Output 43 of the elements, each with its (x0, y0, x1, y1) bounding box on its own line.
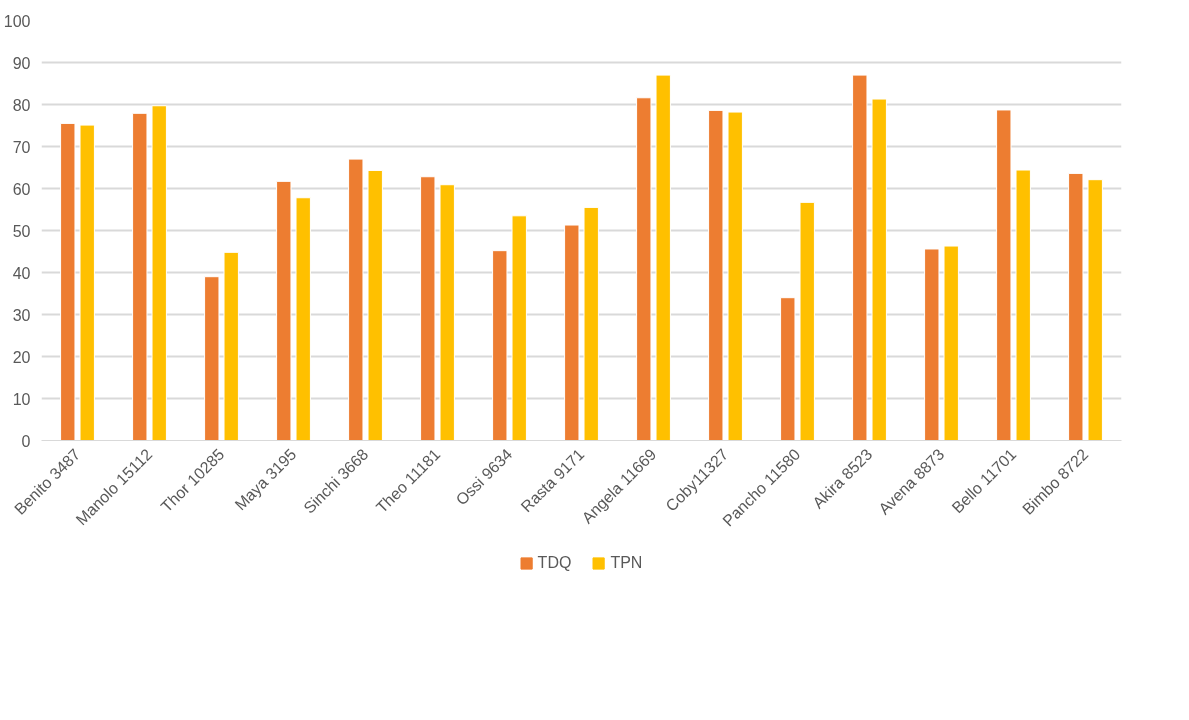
bar (204, 276, 220, 441)
bar (799, 201, 815, 441)
y-tick-label: 50 (12, 222, 31, 240)
bar (151, 105, 167, 441)
bar (727, 111, 743, 441)
bar (780, 297, 796, 441)
bar (276, 180, 292, 441)
legend-label: TPN (610, 554, 643, 572)
bar (1068, 172, 1084, 441)
bar (132, 112, 148, 441)
bar (223, 251, 239, 441)
bar (79, 124, 95, 441)
bar (420, 176, 436, 441)
bar (583, 206, 599, 441)
y-tick-label: 100 (3, 12, 31, 30)
bar (943, 245, 959, 441)
y-tick-label: 60 (12, 180, 31, 198)
bar (564, 224, 580, 441)
bar (852, 74, 868, 441)
bar (871, 98, 887, 441)
bar (708, 109, 724, 441)
legend-label: TDQ (537, 554, 572, 572)
y-tick-label: 20 (12, 348, 31, 366)
bar (924, 248, 940, 441)
bar (492, 250, 508, 441)
bar (511, 215, 527, 441)
y-tick-label: 10 (12, 390, 31, 408)
y-tick-label: 30 (12, 306, 31, 324)
bar (636, 97, 652, 441)
bar (367, 169, 383, 441)
bar (348, 158, 364, 441)
bar (1087, 179, 1103, 441)
bar (439, 184, 455, 441)
bar (996, 109, 1012, 441)
y-tick-label: 90 (12, 54, 31, 72)
bar (655, 74, 671, 441)
bar (1015, 169, 1031, 441)
y-tick-label: 70 (12, 138, 31, 156)
y-tick-label: 80 (12, 96, 31, 114)
y-tick-label: 40 (12, 264, 31, 282)
bar (60, 122, 76, 441)
bar (295, 197, 311, 441)
y-tick-label: 0 (21, 432, 31, 450)
